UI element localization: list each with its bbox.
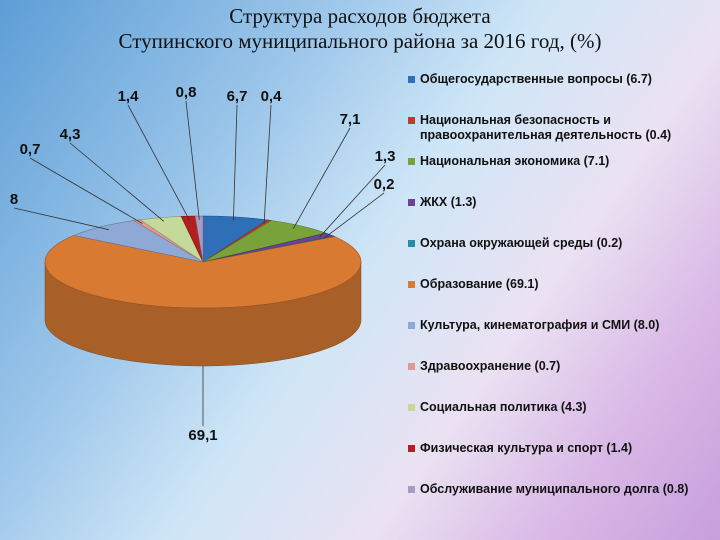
legend-item-6: Культура, кинематография и СМИ (8.0) bbox=[408, 318, 714, 359]
leader-line-4 bbox=[323, 192, 385, 239]
legend-item-9: Физическая культура и спорт (1.4) bbox=[408, 441, 714, 482]
chart-title: Структура расходов бюджета Ступинского м… bbox=[0, 4, 720, 54]
data-label-1: 0,4 bbox=[261, 88, 283, 105]
chart-legend: Общегосударственные вопросы (6.7) Национа… bbox=[408, 72, 714, 523]
legend-swatch-9 bbox=[408, 445, 415, 452]
leader-line-9 bbox=[127, 104, 190, 221]
legend-swatch-8 bbox=[408, 404, 415, 411]
legend-label-2: Национальная экономика (7.1) bbox=[420, 154, 610, 168]
legend-swatch-3 bbox=[408, 199, 415, 206]
leader-line-6 bbox=[13, 207, 109, 231]
legend-label-8: Социальная политика (4.3) bbox=[420, 400, 587, 414]
legend-label-6: Культура, кинематография и СМИ (8.0) bbox=[420, 318, 660, 332]
legend-label-7: Здравоохранение (0.7) bbox=[420, 359, 561, 373]
legend-swatch-2 bbox=[408, 158, 415, 165]
data-label-8: 4,3 bbox=[60, 126, 81, 143]
legend-label-10: Обслуживание муниципального долга (0.8) bbox=[420, 482, 689, 496]
legend-item-3: ЖКХ (1.3) bbox=[408, 195, 714, 236]
legend-label-3: ЖКХ (1.3) bbox=[420, 195, 477, 209]
data-label-5: 69,1 bbox=[188, 427, 217, 444]
legend-swatch-0 bbox=[408, 76, 415, 83]
legend-swatch-7 bbox=[408, 363, 415, 370]
legend-item-10: Обслуживание муниципального долга (0.8) bbox=[408, 482, 714, 523]
legend-item-4: Охрана окружающей среды (0.2) bbox=[408, 236, 714, 277]
data-label-7: 0,7 bbox=[20, 141, 41, 158]
legend-label-5: Образование (69.1) bbox=[420, 277, 539, 291]
leader-line-1 bbox=[263, 104, 272, 224]
legend-label-0: Общегосударственные вопросы (6.7) bbox=[420, 72, 652, 86]
legend-swatch-6 bbox=[408, 322, 415, 329]
legend-item-0: Общегосударственные вопросы (6.7) bbox=[408, 72, 714, 113]
data-label-3: 1,3 bbox=[375, 148, 396, 165]
legend-item-8: Социальная политика (4.3) bbox=[408, 400, 714, 441]
legend-label-9: Физическая культура и спорт (1.4) bbox=[420, 441, 633, 455]
data-label-4: 0,2 bbox=[374, 176, 395, 193]
pie-slice-5 bbox=[44, 235, 362, 309]
legend-swatch-4 bbox=[408, 240, 415, 247]
leader-line-10 bbox=[185, 100, 200, 220]
legend-swatch-1 bbox=[408, 117, 415, 124]
legend-item-7: Здравоохранение (0.7) bbox=[408, 359, 714, 400]
data-label-2: 7,1 bbox=[340, 111, 361, 128]
data-label-9: 1,4 bbox=[118, 88, 140, 105]
leader-line-3 bbox=[319, 164, 386, 238]
legend-swatch-5 bbox=[408, 281, 415, 288]
leader-line-7 bbox=[29, 157, 143, 224]
legend-label-4: Охрана окружающей среды (0.2) bbox=[420, 236, 623, 250]
chart-title-line1: Структура расходов бюджета bbox=[229, 4, 491, 28]
leader-line-8 bbox=[69, 142, 165, 222]
leader-line-2 bbox=[292, 127, 351, 229]
leader-line-0 bbox=[233, 104, 238, 221]
legend-item-2: Национальная экономика (7.1) bbox=[408, 154, 714, 195]
chart-title-line2: Ступинского муниципального района за 201… bbox=[118, 29, 602, 53]
data-label-0: 6,7 bbox=[227, 88, 248, 105]
legend-item-1: Национальная безопасность и правоохранит… bbox=[408, 113, 714, 154]
data-label-6: 8 bbox=[10, 191, 18, 208]
legend-item-5: Образование (69.1) bbox=[408, 277, 714, 318]
legend-label-1: Национальная безопасность и правоохранит… bbox=[420, 113, 672, 142]
data-label-10: 0,8 bbox=[176, 84, 197, 101]
legend-swatch-10 bbox=[408, 486, 415, 493]
